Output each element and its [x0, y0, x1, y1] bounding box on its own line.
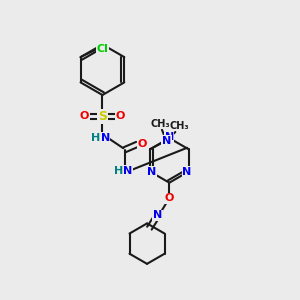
Text: N: N — [182, 167, 191, 176]
Text: Cl: Cl — [97, 44, 109, 54]
Text: N: N — [165, 132, 174, 142]
Text: O: O — [80, 111, 89, 122]
Text: O: O — [137, 139, 147, 149]
Text: N: N — [153, 210, 162, 220]
Text: O: O — [116, 111, 125, 122]
Text: CH₃: CH₃ — [151, 119, 170, 129]
Text: H: H — [114, 166, 123, 176]
Text: N: N — [101, 133, 110, 143]
Text: H: H — [91, 133, 101, 143]
Text: N: N — [147, 167, 156, 176]
Text: S: S — [98, 110, 107, 123]
Text: O: O — [165, 193, 174, 203]
Text: N: N — [123, 166, 132, 176]
Text: CH₃: CH₃ — [170, 121, 190, 131]
Text: N: N — [162, 136, 171, 146]
